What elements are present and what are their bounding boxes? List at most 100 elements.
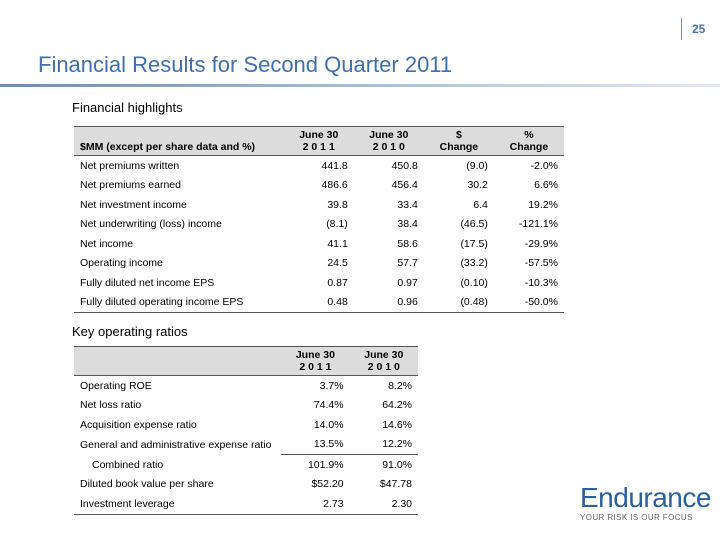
cell-dollar-change: 30.2 bbox=[467, 179, 488, 192]
cell-2011: 486.6 bbox=[321, 179, 348, 192]
header-text: 2 0 1 0 bbox=[372, 141, 405, 153]
cell-dollar-change: (0.10) bbox=[460, 276, 488, 289]
cell-2010: $47.78 bbox=[379, 478, 412, 491]
row-label: Combined ratio bbox=[92, 458, 164, 471]
row-label: General and administrative expense ratio bbox=[80, 438, 272, 451]
row-label: Investment leverage bbox=[80, 497, 175, 510]
cell-percent-change: -10.3% bbox=[524, 276, 558, 289]
cell-2011: 41.1 bbox=[327, 237, 348, 250]
cell-dollar-change: (46.5) bbox=[460, 218, 488, 231]
header-text: June 30 bbox=[295, 349, 335, 361]
page-title: Financial Results for Second Quarter 201… bbox=[38, 52, 453, 77]
cell-2011: (8.1) bbox=[326, 218, 348, 231]
row-label: Operating income bbox=[80, 257, 163, 270]
header-text: June 30 bbox=[369, 129, 409, 141]
table-row: Combined ratio 101.9% 91.0% bbox=[74, 454, 418, 475]
cell-2010: 456.4 bbox=[391, 179, 418, 192]
cell-2011: 14.0% bbox=[313, 418, 344, 431]
table-row: Acquisition expense ratio 14.0% 14.6% bbox=[74, 415, 418, 435]
table-row: Operating income 24.5 57.7 (33.2) -57.5% bbox=[74, 254, 564, 274]
cell-dollar-change: 6.4 bbox=[473, 198, 488, 211]
table-header-row: $MM (except per share data and %) June 3… bbox=[74, 126, 564, 156]
header-text: June 30 bbox=[364, 349, 404, 361]
row-label: Net investment income bbox=[80, 198, 187, 211]
row-label: Net loss ratio bbox=[80, 399, 142, 412]
table-row: General and administrative expense ratio… bbox=[74, 435, 418, 455]
financial-highlights-table: $MM (except per share data and %) June 3… bbox=[74, 126, 564, 313]
cell-percent-change: -2.0% bbox=[530, 159, 558, 172]
row-label: Fully diluted operating income EPS bbox=[80, 296, 244, 309]
cell-2010: 38.4 bbox=[397, 218, 418, 231]
cell-2010: 8.2% bbox=[388, 379, 412, 392]
cell-2011: 24.5 bbox=[327, 257, 348, 270]
cell-percent-change: -29.9% bbox=[524, 237, 558, 250]
key-operating-ratios-table: June 30 2 0 1 1 June 30 2 0 1 0 Operating … bbox=[74, 346, 418, 515]
table-row: Net income 41.1 58.6 (17.5) -29.9% bbox=[74, 234, 564, 254]
table-row: Net premiums earned 486.6 456.4 30.2 6.6% bbox=[74, 176, 564, 196]
header-text: June 30 bbox=[299, 129, 339, 141]
header-text: 2 0 1 1 bbox=[302, 141, 335, 153]
table-row: Net underwriting (loss) income (8.1) 38.4 (… bbox=[74, 215, 564, 235]
cell-2010: 58.6 bbox=[397, 237, 418, 250]
header-label: $MM (except per share data and %) bbox=[80, 141, 256, 153]
cell-2011: 441.8 bbox=[321, 159, 348, 172]
header-text: Change bbox=[439, 141, 479, 153]
header-dollar-change: $ Change bbox=[424, 127, 494, 156]
cell-2010: 91.0% bbox=[349, 454, 418, 475]
header-june-2011: June 30 2 0 1 1 bbox=[284, 127, 354, 156]
table-row: Operating ROE 3.7% 8.2% bbox=[74, 376, 418, 396]
cell-2011: 0.87 bbox=[327, 276, 348, 289]
header-text: 2 0 1 0 bbox=[367, 361, 400, 373]
cell-2011: $52.20 bbox=[311, 478, 344, 491]
cell-percent-change: 6.6% bbox=[534, 179, 558, 192]
row-label: Net premiums written bbox=[80, 159, 180, 172]
table-row: Net loss ratio 74.4% 64.2% bbox=[74, 396, 418, 416]
header-label bbox=[74, 347, 281, 376]
cell-dollar-change: (33.2) bbox=[460, 257, 488, 270]
cell-dollar-change: (9.0) bbox=[466, 159, 488, 172]
header-text: % bbox=[524, 129, 534, 141]
cell-percent-change: -57.5% bbox=[524, 257, 558, 270]
title-divider bbox=[0, 84, 720, 87]
row-label: Diluted book value per share bbox=[80, 478, 214, 491]
table-row: Fully diluted net income EPS 0.87 0.97 (0.1… bbox=[74, 273, 564, 293]
cell-dollar-change: (0.48) bbox=[460, 296, 488, 309]
table-row: Net premiums written 441.8 450.8 (9.0) -2.0% bbox=[74, 156, 564, 176]
table-row: Diluted book value per share $52.20 $47.78 bbox=[74, 475, 418, 495]
cell-2010: 0.97 bbox=[397, 276, 418, 289]
cell-percent-change: -50.0% bbox=[524, 296, 558, 309]
cell-2011: 13.5% bbox=[313, 438, 344, 451]
cell-percent-change: 19.2% bbox=[528, 198, 558, 211]
table-header-row: June 30 2 0 1 1 June 30 2 0 1 0 bbox=[74, 346, 418, 376]
key-operating-ratios-heading: Key operating ratios bbox=[72, 324, 188, 339]
cell-2010: 64.2% bbox=[382, 399, 412, 412]
row-label: Net underwriting (loss) income bbox=[80, 218, 222, 231]
header-percent-change: % Change bbox=[494, 127, 564, 156]
logo-tagline: YOUR RISK IS OUR FOCUS bbox=[580, 513, 693, 522]
header-june-2010: June 30 2 0 1 0 bbox=[354, 127, 424, 156]
logo-wordmark: Endurance bbox=[580, 482, 711, 513]
row-label: Net premiums earned bbox=[80, 179, 181, 192]
header-text: 2 0 1 1 bbox=[299, 361, 332, 373]
cell-2010: 33.4 bbox=[397, 198, 418, 211]
cell-2011: 101.9% bbox=[281, 454, 350, 475]
header-text: Change bbox=[509, 141, 549, 153]
header-june-2010: June 30 2 0 1 0 bbox=[350, 347, 418, 376]
cell-2011: 74.4% bbox=[313, 399, 344, 412]
cell-2010: 57.7 bbox=[397, 257, 418, 270]
header-text: $ bbox=[455, 129, 462, 141]
row-label: Net income bbox=[80, 237, 134, 250]
cell-2011: 0.48 bbox=[327, 296, 348, 309]
cell-2011: 2.73 bbox=[323, 497, 344, 510]
row-label: Fully diluted net income EPS bbox=[80, 276, 215, 289]
row-label: Acquisition expense ratio bbox=[80, 418, 197, 431]
endurance-logo: Endurance YOUR RISK IS OUR FOCUS bbox=[580, 482, 711, 523]
page-number: 25 bbox=[681, 18, 720, 40]
row-label: Operating ROE bbox=[80, 379, 152, 392]
table-row: Investment leverage 2.73 2.30 bbox=[74, 494, 418, 514]
table-row: Net investment income 39.8 33.4 6.4 19.2% bbox=[74, 195, 564, 215]
table-row: Fully diluted operating income EPS 0.48 0.… bbox=[74, 293, 564, 313]
cell-2010: 450.8 bbox=[391, 159, 418, 172]
header-june-2011: June 30 2 0 1 1 bbox=[281, 347, 349, 376]
cell-2010: 0.96 bbox=[397, 296, 418, 309]
